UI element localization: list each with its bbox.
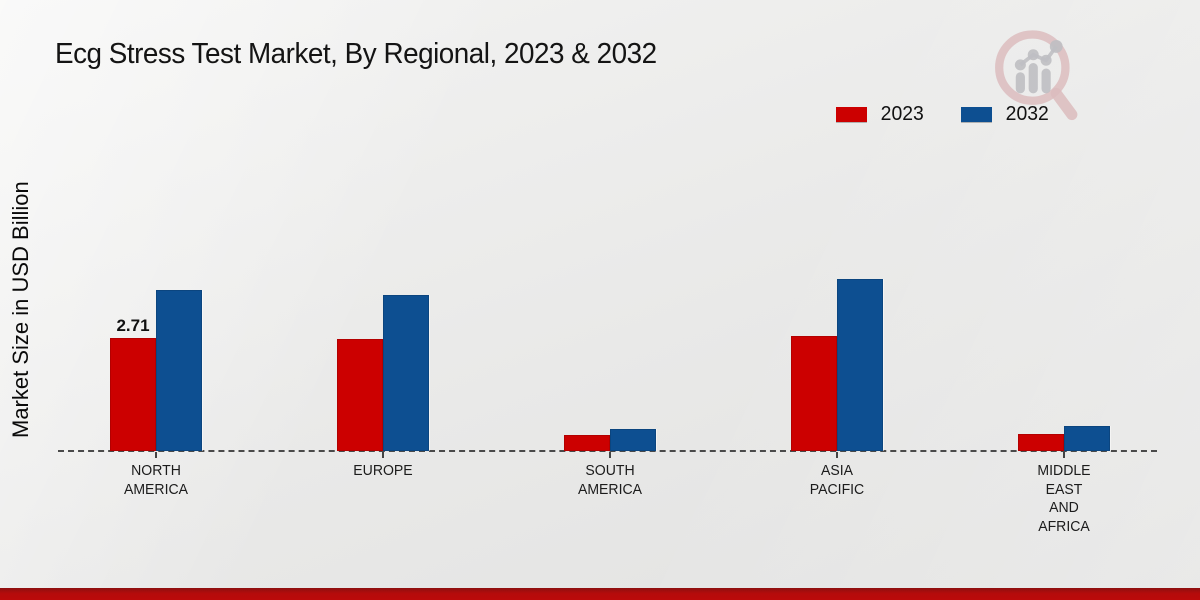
bar-2023-middle-east-and-africa <box>1018 434 1064 451</box>
legend-swatch-2023 <box>836 107 867 122</box>
x-axis-label-south-america: SOUTH AMERICA <box>577 463 643 498</box>
y-axis-label: Market Size in USD Billion <box>8 181 33 439</box>
bar-value-label: 2.71 <box>116 316 150 335</box>
chart-title: Ecg Stress Test Market, By Regional, 202… <box>55 38 657 70</box>
bar-2023-asia-pacific <box>791 336 837 451</box>
bar-2023-north-america <box>110 338 156 451</box>
x-axis-label-asia-pacific: ASIA PACIFIC <box>809 463 865 498</box>
legend-item-2023: 2023 <box>836 103 925 126</box>
x-axis-label-middle-east-and-africa: MIDDLE EAST AND AFRICA <box>1037 463 1091 535</box>
bar-2032-south-america <box>610 429 656 451</box>
x-axis-tick <box>836 452 838 458</box>
x-axis-label-north-america: NORTH AMERICA <box>123 463 189 498</box>
bar-2023-south-america <box>564 435 610 451</box>
legend: 2023 2032 <box>836 103 1049 126</box>
legend-label-2023: 2023 <box>880 103 924 125</box>
legend-swatch-2032 <box>960 107 992 122</box>
bar-chart-magnifier-logo-icon <box>995 30 1078 121</box>
x-axis-tick <box>382 452 384 458</box>
bar-2032-europe <box>383 295 429 451</box>
bar-2032-middle-east-and-africa <box>1064 426 1110 451</box>
legend-item-2032: 2032 <box>960 103 1050 126</box>
x-axis-tick <box>609 452 611 458</box>
bar-2032-north-america <box>156 290 202 451</box>
x-axis-tick <box>1063 452 1065 458</box>
x-axis-tick <box>155 452 157 458</box>
legend-label-2032: 2032 <box>1005 103 1049 125</box>
x-axis-baseline <box>58 450 1157 452</box>
footer-accent-strip <box>0 588 1200 600</box>
bar-2032-asia-pacific <box>837 279 883 451</box>
x-axis-label-europe: EUROPE <box>353 463 413 479</box>
bar-2023-europe <box>337 339 383 451</box>
